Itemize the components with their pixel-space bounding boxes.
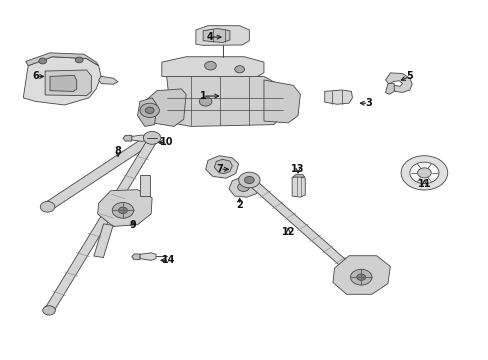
Circle shape <box>204 62 216 70</box>
Text: 6: 6 <box>32 71 39 81</box>
Text: 11: 11 <box>417 179 430 189</box>
Circle shape <box>350 269 371 285</box>
Circle shape <box>356 274 365 280</box>
Polygon shape <box>332 256 389 294</box>
Polygon shape <box>23 57 101 105</box>
Text: 7: 7 <box>216 164 223 174</box>
Polygon shape <box>50 75 77 91</box>
Polygon shape <box>324 90 352 104</box>
Circle shape <box>238 172 260 188</box>
Text: 8: 8 <box>114 147 122 157</box>
Text: 5: 5 <box>406 71 412 81</box>
Polygon shape <box>44 139 156 312</box>
Text: 14: 14 <box>162 255 176 265</box>
Circle shape <box>234 66 244 73</box>
Polygon shape <box>122 135 131 141</box>
Polygon shape <box>45 70 91 96</box>
Circle shape <box>400 156 447 190</box>
Text: 13: 13 <box>291 164 304 174</box>
Polygon shape <box>264 80 300 123</box>
Polygon shape <box>162 57 264 78</box>
Circle shape <box>140 103 159 117</box>
Circle shape <box>145 107 154 113</box>
Polygon shape <box>385 73 411 93</box>
Circle shape <box>244 176 254 184</box>
Circle shape <box>112 203 133 218</box>
Polygon shape <box>131 135 147 141</box>
Circle shape <box>118 207 127 213</box>
Circle shape <box>39 58 46 64</box>
Polygon shape <box>131 254 140 260</box>
Polygon shape <box>203 28 229 42</box>
Polygon shape <box>292 175 304 177</box>
Circle shape <box>199 97 211 106</box>
Circle shape <box>417 168 430 178</box>
Text: 4: 4 <box>206 32 213 42</box>
Text: 10: 10 <box>160 138 173 148</box>
Polygon shape <box>385 84 393 94</box>
Polygon shape <box>291 176 305 197</box>
Text: 2: 2 <box>236 200 243 210</box>
Polygon shape <box>99 76 118 84</box>
Text: 12: 12 <box>281 227 294 237</box>
Circle shape <box>143 131 161 144</box>
Text: 9: 9 <box>129 220 136 230</box>
Polygon shape <box>94 224 113 257</box>
Polygon shape <box>166 76 283 126</box>
Circle shape <box>409 162 438 184</box>
Circle shape <box>237 183 249 192</box>
Circle shape <box>40 202 55 212</box>
Polygon shape <box>196 26 249 45</box>
Polygon shape <box>245 178 359 277</box>
Polygon shape <box>214 159 232 174</box>
Polygon shape <box>43 135 156 210</box>
Circle shape <box>42 306 55 315</box>
Circle shape <box>75 57 83 63</box>
Polygon shape <box>98 190 152 226</box>
Polygon shape <box>137 98 157 126</box>
Polygon shape <box>26 53 99 66</box>
Polygon shape <box>228 176 260 197</box>
Text: 3: 3 <box>365 98 371 108</box>
Polygon shape <box>144 89 186 126</box>
Polygon shape <box>140 253 156 260</box>
Polygon shape <box>140 175 149 196</box>
Polygon shape <box>205 156 238 178</box>
Text: 1: 1 <box>200 91 206 101</box>
